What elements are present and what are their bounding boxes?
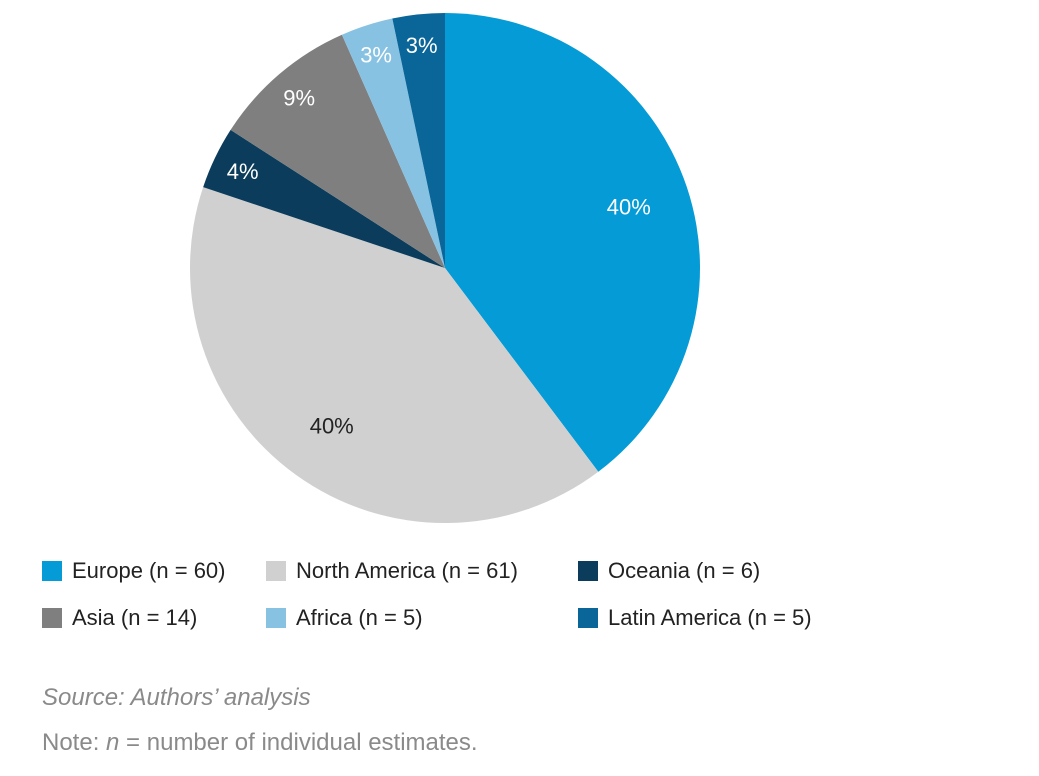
legend-swatch [578,561,598,581]
note-variable: n [106,729,120,756]
note-text: Note: n = number of individual estimates… [42,729,478,757]
legend-label: Oceania (n = 6) [608,558,761,583]
legend-swatch [578,608,598,628]
source-text: Source: Authors’ analysis [42,684,311,711]
legend-item-africa: Africa (n = 5) [266,605,423,631]
legend-swatch [42,608,62,628]
data-label-africa: 3% [360,42,392,67]
data-label-europe: 40% [607,195,651,220]
legend-item-latin-america: Latin America (n = 5) [578,605,812,631]
note-suffix: = number of individual estimates. [119,729,478,756]
pie-slice-oceania [203,129,445,268]
pie-slice-africa [341,18,445,268]
pie-slice-latin-america [392,13,445,268]
pie-slice-north-america [189,187,599,524]
legend-item-north-america: North America (n = 61) [266,558,518,584]
legend-label: North America (n = 61) [296,558,518,583]
legend-swatch [266,608,286,628]
data-label-oceania: 4% [227,159,259,184]
pie-slice-asia [230,34,445,268]
legend-label: Latin America (n = 5) [608,605,812,630]
data-label-asia: 9% [283,85,315,110]
note-prefix: Note: [42,729,107,756]
data-label-north-america: 40% [310,413,354,438]
legend-swatch [42,561,62,581]
legend-swatch [266,561,286,581]
legend-item-oceania: Oceania (n = 6) [578,558,760,584]
legend-item-asia: Asia (n = 14) [42,605,197,631]
legend-label: Africa (n = 5) [296,605,423,630]
data-label-latin-america: 3% [406,33,438,58]
pie-slice-europe [445,13,701,472]
legend-label: Europe (n = 60) [72,558,226,583]
legend-item-europe: Europe (n = 60) [42,558,225,584]
legend-label: Asia (n = 14) [72,605,198,630]
pie-chart: 40% 40% 4% 9% 3% 3% [189,13,701,524]
